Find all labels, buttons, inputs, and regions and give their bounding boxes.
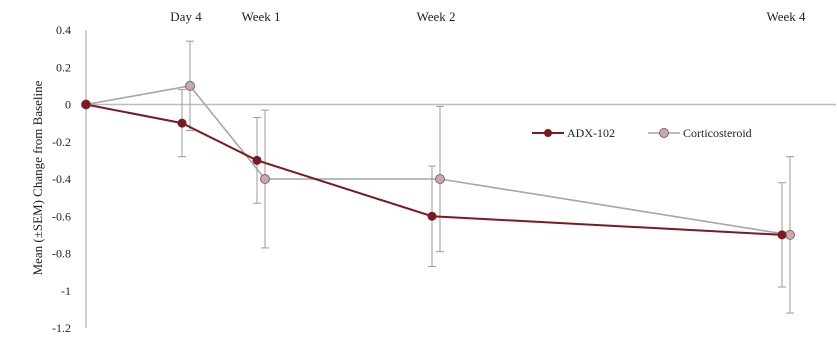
data-point	[252, 155, 262, 165]
data-point	[435, 174, 445, 184]
legend-item: Corticosteroid	[648, 126, 752, 140]
series-layer	[81, 40, 795, 314]
data-point	[177, 118, 187, 128]
data-point	[81, 100, 91, 109]
y-tick-label: -0.2	[52, 135, 71, 149]
series-line	[85, 85, 791, 236]
x-category-label: Day 4	[170, 9, 202, 24]
legend-swatch-marker	[659, 128, 669, 138]
axes	[85, 30, 836, 328]
y-tick-label: -0.8	[52, 247, 71, 261]
y-tick-label: -1.2	[52, 321, 71, 335]
legend-label: ADX-102	[567, 126, 615, 140]
legend-swatch-marker	[544, 129, 552, 137]
data-point	[785, 229, 795, 240]
legend-item: ADX-102	[532, 126, 615, 140]
y-tick-label: -0.4	[52, 172, 71, 186]
data-point	[427, 211, 437, 221]
y-tick-label: 0.4	[56, 23, 71, 37]
legend-label: Corticosteroid	[683, 126, 752, 140]
x-category-label: Week 2	[416, 9, 455, 24]
y-axis-ticks: 0.4 0.2 0 -0.2 -0.4 -0.6 -0.8 -1 -1.2	[52, 23, 71, 335]
x-category-label: Week 4	[766, 9, 806, 24]
y-tick-label: -0.6	[52, 209, 71, 223]
y-tick-label: -1	[61, 284, 71, 298]
legend: ADX-102 Corticosteroid	[532, 126, 752, 140]
data-point	[185, 80, 195, 91]
y-tick-label: 0	[65, 98, 71, 112]
y-axis-label: Mean (±SEM) Change from Baseline	[30, 80, 45, 275]
y-tick-label: 0.2	[56, 60, 71, 74]
data-point	[777, 230, 787, 240]
x-category-label: Week 1	[241, 9, 280, 24]
series-adx-102	[85, 89, 786, 288]
x-category-labels: Day 4 Week 1 Week 2 Week 4	[170, 9, 806, 24]
data-point	[260, 174, 270, 184]
